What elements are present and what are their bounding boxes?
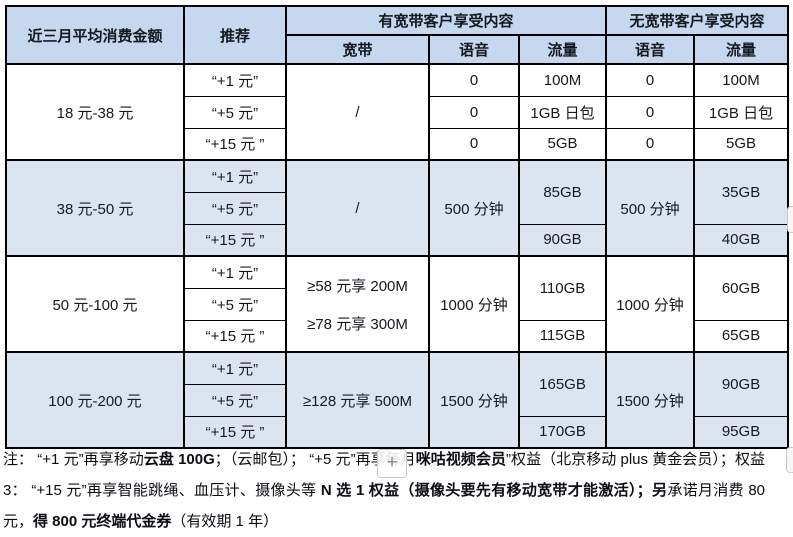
cell-data-no-bb: 40GB [693,223,790,257]
header-with-broadband: 有宽带客户享受内容 [284,5,608,36]
cell-data-with-bb: 110GB [517,255,608,321]
cell-voice-with-bb: 0 [428,95,520,129]
cell-voice-with-bb: 500 分钟 [428,159,520,257]
header-consumption: 近三月平均消费金额 [5,5,185,65]
subheader-data-bb: 流量 [517,34,608,65]
cell-data-no-bb: 1GB 日包 [693,95,790,129]
subheader-voice-bb: 语音 [428,34,520,65]
footnote-segment: 得 800 元终端代金券 [33,513,172,530]
cell-data-with-bb: 100M [517,63,608,97]
cell-data-no-bb: 95GB [693,415,790,449]
cell-broadband-offer: / [285,63,430,161]
pricing-table: 近三月平均消费金额 推荐 有宽带客户享受内容 无宽带客户享受内容 宽带 语音 流… [5,5,790,449]
cell-consumption-range: 100 元-200 元 [5,351,185,449]
subheader-broadband: 宽带 [285,34,430,65]
header-without-broadband: 无宽带客户享受内容 [605,5,790,36]
broadband-offer-line1: ≥58 元享 200M [307,277,408,295]
cell-data-with-bb: 5GB [517,127,608,161]
cell-voice-with-bb: 1500 分钟 [428,351,520,449]
footnote-segment: 咪咕视频会员 [415,451,506,468]
edge-button-top[interactable] [787,206,793,233]
cell-consumption-range: 38 元-50 元 [5,159,185,257]
footnote: 注： “+1 元”再享移动云盘 100G；（云邮包）； “+5 元”再享每月咪咕… [3,444,765,537]
footnote-segment: ”权益（北京移动 plus 黄金会员）；权益 3： “+15 元”再享智能跳绳、… [3,451,765,499]
cell-voice-with-bb: 0 [428,63,520,97]
header-row-1: 近三月平均消费金额 推荐 有宽带客户享受内容 无宽带客户享受内容 [5,5,790,65]
footnote-segment: 注： “+1 元”再享移动 [3,451,144,468]
cell-data-no-bb: 65GB [693,319,790,353]
cell-recommendation: “+5 元” [183,95,287,129]
cell-data-no-bb: 5GB [693,127,790,161]
footnote-segment: ；（云邮包）； “+5 元”再享每月 [214,451,416,468]
cell-broadband-offer: ≥58 元享 200M ≥78 元享 300M [285,255,430,353]
cell-recommendation: “+1 元” [183,63,287,97]
footnote-segment: 承诺月消费 80 元， [3,482,766,530]
cell-data-with-bb: 90GB [517,223,608,257]
footnote-segment: （有效期 1 年） [171,513,279,530]
cell-voice-with-bb: 1000 分钟 [428,255,520,353]
table-row: “+15 元 ” 170GB 95GB [6,415,790,449]
cell-consumption-range: 18 元-38 元 [5,63,185,161]
cell-voice-no-bb: 1500 分钟 [605,351,696,449]
cell-voice-no-bb: 500 分钟 [605,159,696,257]
table-row: “+5 元” 0 1GB 日包 0 1GB 日包 [6,95,790,129]
cell-recommendation: “+15 元 ” [183,319,287,353]
cell-recommendation: “+1 元” [183,255,287,289]
cell-data-no-bb: 90GB [693,351,790,417]
header-row-2: 宽带 语音 流量 语音 流量 [6,34,790,65]
cell-broadband-offer: ≥128 元享 500M [285,351,430,449]
table-row: 18 元-38 元 “+1 元” / 0 100M 0 100M [5,63,790,161]
insert-plus-button[interactable]: + [377,449,407,478]
cell-data-with-bb: 1GB 日包 [517,95,608,129]
cell-data-with-bb: 85GB [517,159,608,225]
cell-voice-with-bb: 0 [428,127,520,161]
cell-data-with-bb: 165GB [517,351,608,417]
broadband-offer-line2: ≥78 元享 300M [307,315,408,333]
footnote-segment: 云盘 100G [143,451,215,468]
table-row: “+5 元” [6,383,788,417]
cell-recommendation: “+15 元 ” [183,415,287,449]
cell-consumption-range: 50 元-100 元 [5,255,185,353]
cell-broadband-offer: / [285,159,430,257]
table-row: 100 元-200 元 “+1 元” ≥128 元享 500M 1500 分钟 … [5,351,790,449]
subheader-voice-nb: 语音 [605,34,696,65]
cell-recommendation: “+15 元 ” [183,127,287,161]
cell-recommendation: “+1 元” [183,351,287,385]
cell-recommendation: “+1 元” [183,159,287,193]
table-row: “+5 元” [6,191,788,225]
table-row: “+15 元 ” 90GB 40GB [6,223,790,257]
cell-data-no-bb: 35GB [693,159,790,225]
cell-data-with-bb: 170GB [517,415,608,449]
table-row: 38 元-50 元 “+1 元” / 500 分钟 85GB 500 分钟 35… [5,159,790,257]
table-row: 50 元-100 元 “+1 元” ≥58 元享 200M ≥78 元享 300… [5,255,790,353]
cell-voice-no-bb: 0 [605,127,696,161]
cell-voice-no-bb: 1000 分钟 [605,255,696,353]
footnote-segment: N 选 1 权益（摄像头要先有移动宽带才能激活）；另 [320,482,668,499]
edge-button-bottom[interactable] [786,447,793,473]
table-row: “+15 元 ” 0 5GB 0 5GB [6,127,790,161]
cell-recommendation: “+5 元” [183,383,287,417]
cell-recommendation: “+5 元” [183,287,287,321]
cell-recommendation: “+5 元” [183,191,287,225]
cell-voice-no-bb: 0 [605,63,696,97]
cell-data-no-bb: 60GB [693,255,790,321]
subheader-data-nb: 流量 [693,34,790,65]
cell-recommendation: “+15 元 ” [183,223,287,257]
cell-data-no-bb: 100M [693,63,790,97]
cell-voice-no-bb: 0 [605,95,696,129]
cell-data-with-bb: 115GB [517,319,608,353]
header-recommendation: 推荐 [183,5,287,65]
table-row: “+5 元” [6,287,788,321]
